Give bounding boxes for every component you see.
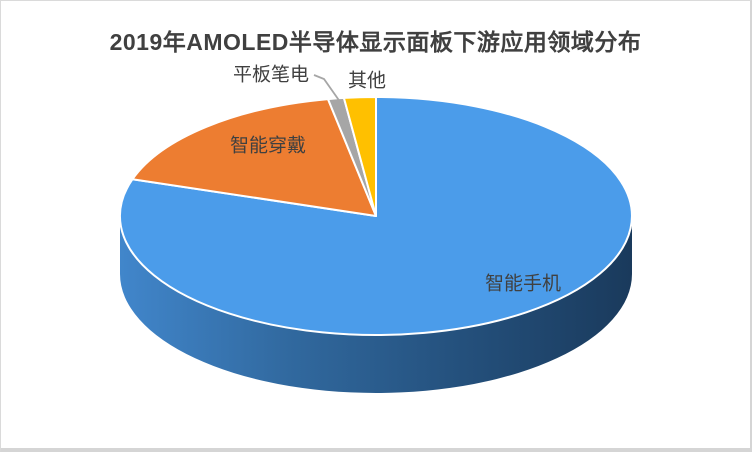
pie-side-smartphone (120, 216, 632, 393)
pie-slice-wearable (131, 98, 377, 217)
slice-label-tablet-laptop: 平板笔电 (232, 64, 310, 86)
slice-label-other: 其他 (347, 70, 387, 92)
pie-slice-other (342, 95, 377, 217)
leader-line-tablet-laptop (313, 74, 344, 107)
chart-title: 2019年AMOLED半导体显示面板下游应用领域分布 (109, 29, 642, 55)
pie-slices-group (118, 95, 633, 393)
slice-label-smartphone: 智能手机 (484, 273, 562, 295)
pie-slice-smartphone (118, 96, 633, 336)
slice-label-wearable: 智能穿戴 (229, 135, 307, 157)
